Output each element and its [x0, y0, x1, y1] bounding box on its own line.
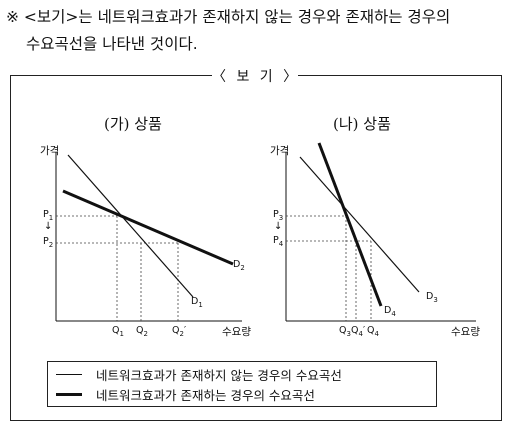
- chart-b-ylabel: 가격: [270, 145, 290, 157]
- chart-b-d3-curve: [299, 156, 420, 293]
- chart-a-q2prime-label: Q2′: [172, 325, 187, 338]
- thin-line-swatch: [56, 373, 82, 375]
- legend-thin-label: 네트워크효과가 존재하지 않는 경우의 수요곡선: [96, 367, 342, 383]
- chart-a-p2-label: P2: [43, 236, 54, 249]
- chart-a-title: (가) 상품: [104, 115, 162, 133]
- chart-a-q1-label: Q1: [112, 325, 124, 338]
- legend: 네트워크효과가 존재하지 않는 경우의 수요곡선 네트워크효과가 존재하는 경우…: [47, 361, 437, 407]
- chart-b-p4-label: P4: [273, 235, 284, 248]
- chart-b-q4-label: Q4: [367, 325, 379, 338]
- chart-a-d1-label: D1: [191, 296, 203, 309]
- chart-b-q3-label: Q3: [339, 325, 351, 338]
- chart-a-d1-curve: [67, 154, 194, 298]
- chart-b-down-arrow: ↓: [274, 221, 283, 232]
- intro-line-2: 수요곡선을 나타낸 것이다.: [26, 35, 198, 53]
- chart-b-d4-curve: [317, 142, 383, 307]
- chart-b-xlabel: 수요량: [451, 326, 480, 338]
- intro-line-1: ※ <보기>는 네트워크효과가 존재하지 않는 경우와 존재하는 경우의: [6, 8, 451, 26]
- chart-a-p1-label: P1: [43, 209, 54, 222]
- question-intro: ※ <보기>는 네트워크효과가 존재하지 않는 경우와 존재하는 경우의 수요곡…: [6, 4, 504, 58]
- legend-item-thin: 네트워크효과가 존재하지 않는 경우의 수요곡선: [56, 365, 342, 383]
- chart-a-xlabel: 수요량: [222, 326, 251, 338]
- chart-b-d4-label: D4: [384, 305, 396, 318]
- legend-thick-label: 네트워크효과가 존재하는 경우의 수요곡선: [96, 387, 315, 403]
- chart-a-q2-label: Q2: [136, 325, 148, 338]
- chart-a-ylabel: 가격: [40, 145, 60, 157]
- chart-b-p3-label: P3: [273, 209, 284, 222]
- chart-a-d2-label: D2: [233, 259, 245, 272]
- chart-a-down-arrow: ↓: [44, 221, 53, 232]
- example-box-title: 〈 보 기 〉: [212, 66, 298, 86]
- chart-a-d2-curve: [62, 189, 234, 266]
- legend-item-thick: 네트워크효과가 존재하는 경우의 수요곡선: [56, 385, 315, 403]
- chart-b-title: (나) 상품: [333, 115, 391, 133]
- chart-b-d3-label: D3: [426, 291, 438, 304]
- chart-b-q4prime-label: Q4′: [351, 325, 366, 338]
- thick-line-swatch: [56, 392, 82, 396]
